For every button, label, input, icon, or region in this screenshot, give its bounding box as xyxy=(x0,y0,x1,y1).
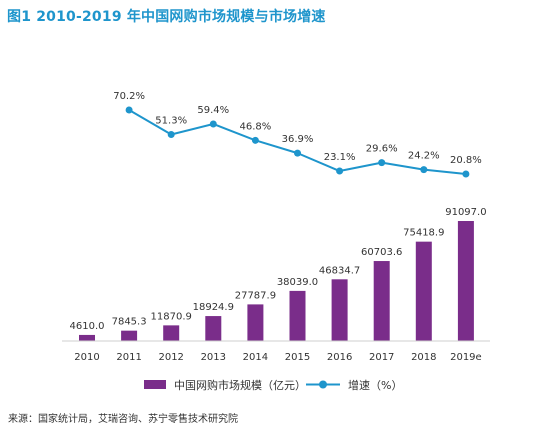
legend-bar-swatch xyxy=(144,380,166,389)
growth-point xyxy=(294,149,301,157)
bar-value-label: 38039.0 xyxy=(277,277,318,288)
growth-value-label: 24.2% xyxy=(408,151,440,162)
growth-point xyxy=(378,159,386,167)
legend-line-marker xyxy=(319,380,327,389)
x-tick-label: 2010 xyxy=(74,352,99,363)
x-tick-label: 2014 xyxy=(243,352,268,363)
bar-value-label: 46834.7 xyxy=(319,265,360,276)
growth-point xyxy=(125,106,133,114)
bar xyxy=(373,261,390,341)
growth-value-label: 36.9% xyxy=(282,134,314,145)
bar-value-label: 91097.0 xyxy=(445,207,486,218)
growth-value-label: 23.1% xyxy=(324,152,356,163)
legend: 中国网购市场规模（亿元） 增速（%） xyxy=(144,378,402,392)
growth-value-label: 70.2% xyxy=(113,91,145,102)
legend-line-label: 增速（%） xyxy=(348,378,402,392)
bar-value-label: 27787.9 xyxy=(235,290,276,301)
bar-value-label: 75418.9 xyxy=(403,228,444,239)
bar-value-label: 18924.9 xyxy=(193,302,234,313)
x-tick-label: 2015 xyxy=(285,352,310,363)
bar xyxy=(289,290,306,341)
bar-value-label: 60703.6 xyxy=(361,247,402,258)
growth-value-label: 29.6% xyxy=(366,144,398,155)
bar xyxy=(121,330,138,341)
x-tick-label: 2018 xyxy=(411,352,436,363)
bar xyxy=(79,334,95,341)
bar-value-label: 7845.3 xyxy=(112,317,147,328)
growth-line-layer: 70.2% 51.3% 59.4% 46.8% 36.9% 23.1% 29.6% 24.2%… xyxy=(113,91,482,178)
x-tick-label: 2017 xyxy=(369,352,394,363)
x-tick-label: 2013 xyxy=(201,352,226,363)
growth-point xyxy=(336,167,344,175)
x-tick-label: 2016 xyxy=(327,352,352,363)
growth-point xyxy=(462,170,470,178)
growth-value-label: 20.8% xyxy=(450,155,482,166)
x-tick-label: 2011 xyxy=(116,352,141,363)
chart-title: 图1 2010-2019 年中国网购市场规模与市场增速 xyxy=(7,9,326,25)
growth-value-label: 46.8% xyxy=(240,121,272,132)
bar xyxy=(331,279,348,341)
bar-value-label: 11870.9 xyxy=(151,311,192,322)
source-note: 来源：国家统计局，艾瑞咨询、苏宁零售技术研究院 xyxy=(8,414,238,425)
bar xyxy=(415,241,432,341)
x-tick-label: 2012 xyxy=(158,352,183,363)
x-axis: 2010 2011 2012 2013 2014 2015 2016 2017 2018 2019… xyxy=(62,340,490,363)
x-tick-label: 2019e xyxy=(450,352,482,363)
bar xyxy=(247,304,264,341)
growth-value-label: 51.3% xyxy=(155,115,187,126)
bar xyxy=(457,221,474,341)
legend-bar-label: 中国网购市场规模（亿元） xyxy=(174,378,306,392)
bar-value-label: 4610.0 xyxy=(70,321,105,332)
bar xyxy=(205,316,222,341)
growth-point xyxy=(209,120,217,128)
growth-value-label: 59.4% xyxy=(197,105,229,116)
growth-point xyxy=(251,136,259,144)
bar xyxy=(163,325,180,341)
bars-layer: 4610.0 7845.3 11870.918924.927787.938039.0… xyxy=(70,207,487,341)
growth-point xyxy=(420,166,428,174)
growth-point xyxy=(167,130,175,138)
